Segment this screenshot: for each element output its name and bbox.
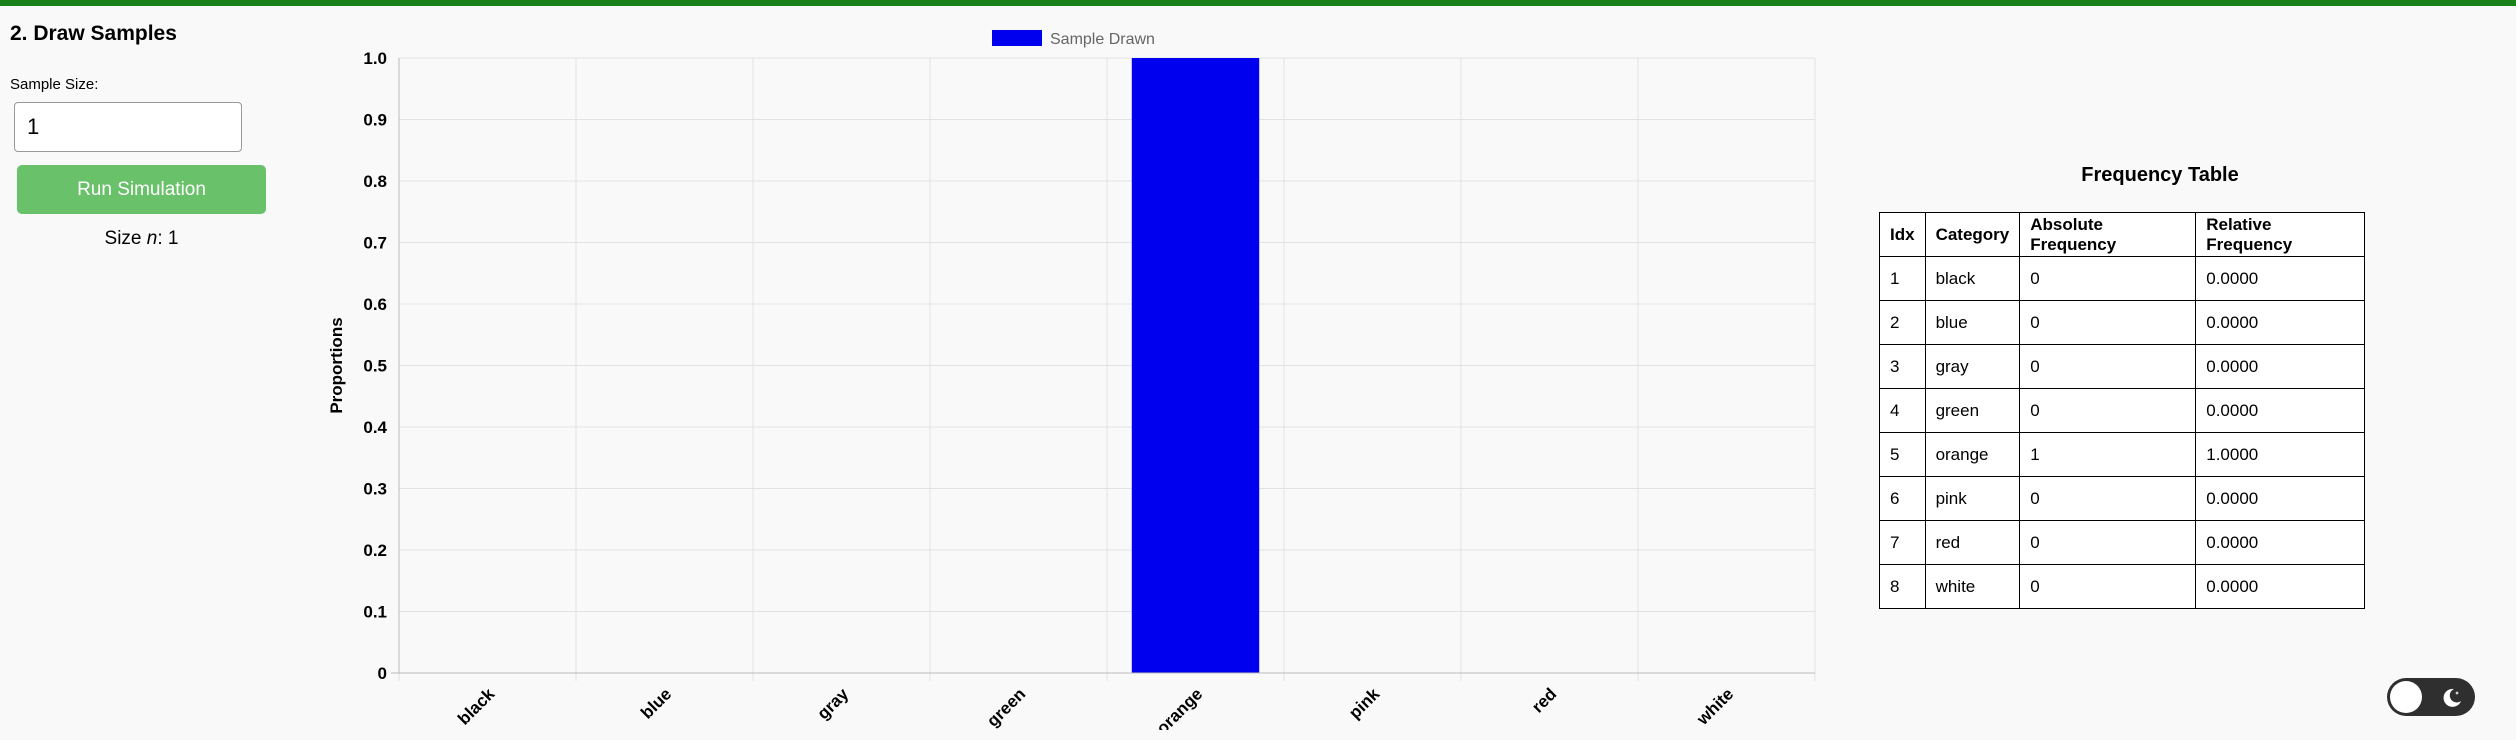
y-tick-label: 0.9 <box>363 111 387 130</box>
cell-idx: 8 <box>1879 564 1926 609</box>
cell-idx: 3 <box>1879 344 1926 389</box>
bar-orange <box>1131 58 1260 673</box>
cell-category: blue <box>1924 300 2021 345</box>
section-title: 2. Draw Samples <box>10 22 177 45</box>
size-suffix: : 1 <box>157 228 179 249</box>
cell-idx: 7 <box>1879 520 1926 565</box>
y-tick-label: 0.8 <box>363 172 387 191</box>
cell-idx: 2 <box>1879 300 1926 345</box>
cell-absolute: 0 <box>2019 476 2197 521</box>
cell-relative: 0.0000 <box>2195 388 2366 433</box>
table-row: 1 black 0 0.0000 <box>1879 256 2366 301</box>
top-accent-bar <box>0 0 2516 6</box>
cell-category: white <box>1924 564 2021 609</box>
header-idx: Idx <box>1879 212 1926 257</box>
header-relative-frequency: Relative Frequency <box>2195 212 2366 257</box>
cell-relative: 0.0000 <box>2195 564 2366 609</box>
cell-relative: 0.0000 <box>2195 476 2366 521</box>
y-tick-label: 1.0 <box>363 49 387 68</box>
cell-relative: 0.0000 <box>2195 256 2366 301</box>
cell-absolute: 0 <box>2019 388 2197 433</box>
dark-mode-toggle[interactable] <box>2387 678 2475 716</box>
size-variable: n <box>146 228 158 249</box>
y-axis-label: Proportions <box>327 317 346 413</box>
y-tick-label: 0.7 <box>363 234 387 253</box>
cell-absolute: 0 <box>2019 256 2197 301</box>
cell-relative: 1.0000 <box>2195 432 2366 477</box>
toggle-knob <box>2390 681 2422 713</box>
cell-relative: 0.0000 <box>2195 344 2366 389</box>
size-prefix: Size <box>104 228 147 249</box>
cell-idx: 5 <box>1879 432 1926 477</box>
cell-category: red <box>1924 520 2021 565</box>
cell-relative: 0.0000 <box>2195 300 2366 345</box>
cell-idx: 6 <box>1879 476 1926 521</box>
table-row: 7 red 0 0.0000 <box>1879 520 2366 565</box>
cell-category: green <box>1924 388 2021 433</box>
cell-idx: 1 <box>1879 256 1926 301</box>
cell-absolute: 0 <box>2019 300 2197 345</box>
cell-category: gray <box>1924 344 2021 389</box>
x-tick-label-pink: pink <box>1345 684 1384 723</box>
header-category: Category <box>1924 212 2021 257</box>
x-tick-label-white: white <box>1692 684 1737 729</box>
legend-swatch <box>992 30 1042 46</box>
run-simulation-button[interactable]: Run Simulation <box>17 165 266 214</box>
x-tick-label-orange: orange <box>1153 684 1207 730</box>
table-row: 4 green 0 0.0000 <box>1879 388 2366 433</box>
table-header-row: Idx Category Absolute Frequency Relative… <box>1879 212 2366 257</box>
y-tick-label: 0.6 <box>363 295 387 314</box>
x-tick-label-blue: blue <box>637 684 675 722</box>
moon-icon <box>2443 688 2461 707</box>
cell-relative: 0.0000 <box>2195 520 2366 565</box>
table-row: 3 gray 0 0.0000 <box>1879 344 2366 389</box>
cell-absolute: 1 <box>2019 432 2197 477</box>
y-tick-label: 0.4 <box>363 418 387 437</box>
table-row: 5 orange 1 1.0000 <box>1879 432 2366 477</box>
table-row: 2 blue 0 0.0000 <box>1879 300 2366 345</box>
x-tick-label-gray: gray <box>813 684 852 723</box>
cell-category: orange <box>1924 432 2021 477</box>
y-tick-label: 0.3 <box>363 480 387 499</box>
cell-absolute: 0 <box>2019 564 2197 609</box>
y-tick-label: 0.5 <box>363 357 387 376</box>
frequency-table: Idx Category Absolute Frequency Relative… <box>1879 212 2366 609</box>
table-row: 6 pink 0 0.0000 <box>1879 476 2366 521</box>
cell-idx: 4 <box>1879 388 1926 433</box>
sample-size-label: Sample Size: <box>10 76 99 93</box>
y-tick-label: 0 <box>378 664 387 683</box>
cell-category: black <box>1924 256 2021 301</box>
y-tick-label: 0.1 <box>363 603 387 622</box>
legend-label: Sample Drawn <box>1050 31 1155 48</box>
table-row: 8 white 0 0.0000 <box>1879 564 2366 609</box>
sample-size-input[interactable] <box>14 102 242 152</box>
cell-category: pink <box>1924 476 2021 521</box>
x-tick-label-red: red <box>1528 684 1560 716</box>
sample-size-readout: Size n: 1 <box>17 228 266 250</box>
x-tick-label-black: black <box>454 684 499 729</box>
cell-absolute: 0 <box>2019 520 2197 565</box>
y-tick-label: 0.2 <box>363 541 387 560</box>
proportions-bar-chart: 0 0.1 0.2 0.3 0.4 0.5 0.6 0.7 0.8 0.9 1.0 black blue… <box>327 30 1816 730</box>
frequency-table-title: Frequency Table <box>2081 164 2239 186</box>
header-absolute-frequency: Absolute Frequency <box>2019 212 2197 257</box>
cell-absolute: 0 <box>2019 344 2197 389</box>
x-tick-label-green: green <box>983 684 1029 730</box>
